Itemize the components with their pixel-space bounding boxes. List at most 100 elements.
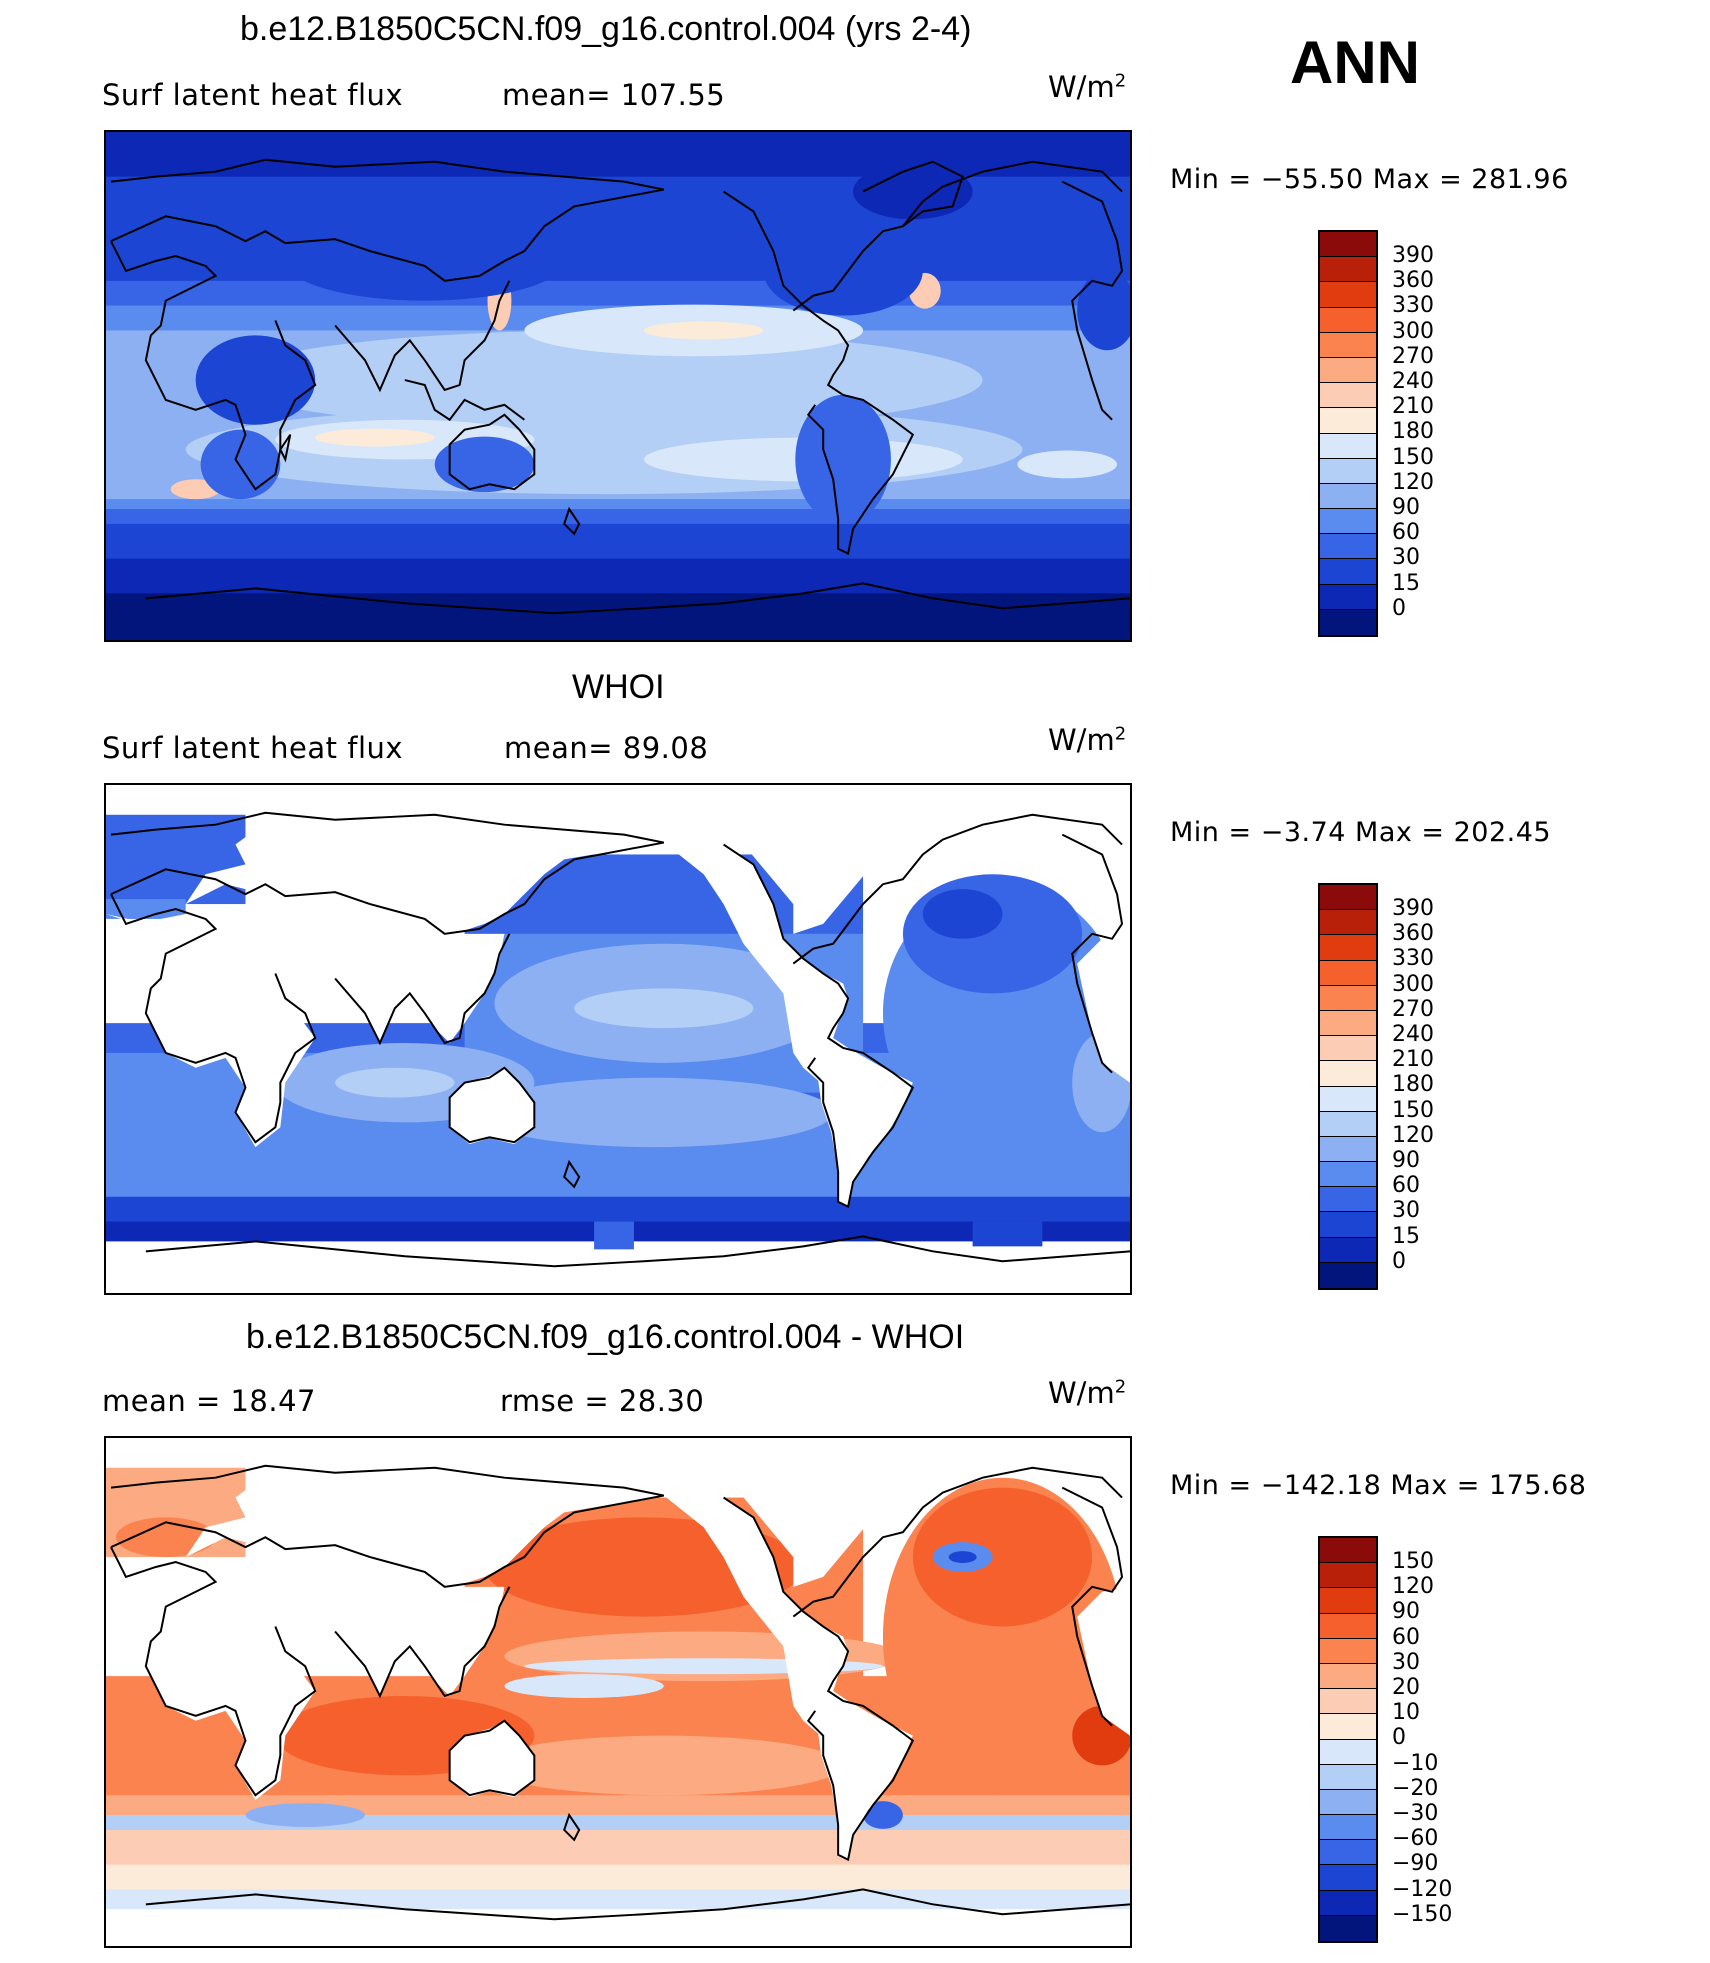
colorbar-tick-label: 10 — [1392, 1700, 1420, 1726]
colorbar-tick-label: 0 — [1392, 595, 1406, 621]
panel1-colorbar-swatch — [1320, 534, 1376, 560]
panel1-colorbar-swatch — [1320, 232, 1376, 258]
colorbar-tick-label: 210 — [1392, 394, 1434, 420]
colorbar-tick-label: 150 — [1392, 1549, 1434, 1574]
colorbar-tick-label: 0 — [1392, 1248, 1406, 1274]
panel2-coastlines — [110, 811, 1130, 1268]
colorbar-tick-label: 240 — [1392, 1022, 1434, 1048]
colorbar-tick-label: 360 — [1392, 921, 1434, 947]
colorbar-tick-label: 15 — [1392, 570, 1420, 596]
panel2-colorbar-swatch — [1320, 960, 1376, 986]
panel2-colorbar-swatch — [1320, 1237, 1376, 1263]
panel2-colorbar-swatch — [1320, 1262, 1376, 1288]
colorbar-tick-label: 120 — [1392, 469, 1434, 495]
colorbar-tick-label: 180 — [1392, 1072, 1434, 1098]
panel1-colorbar-swatch — [1320, 307, 1376, 333]
colorbar-tick-label: 20 — [1392, 1675, 1420, 1701]
panel3-colorbar-swatch — [1320, 1890, 1376, 1916]
panel1-minmax: Min = −55.50 Max = 281.96 — [1170, 164, 1569, 195]
colorbar-tick-label: 180 — [1392, 419, 1434, 445]
colorbar-tick-label: 30 — [1392, 1649, 1420, 1675]
panel2-colorbar-swatch — [1320, 1111, 1376, 1137]
panel3-colorbar-swatch — [1320, 1588, 1376, 1614]
panel3-colorbar-swatch — [1320, 1613, 1376, 1639]
panel2-map — [104, 783, 1132, 1295]
colorbar-tick-label: 300 — [1392, 971, 1434, 997]
panel2-colorbar-swatch — [1320, 1061, 1376, 1087]
panel3-colorbar-swatch — [1320, 1739, 1376, 1765]
panel1-colorbar — [1318, 230, 1378, 637]
colorbar-tick-label: 390 — [1392, 896, 1434, 921]
panel1-colorbar-swatch — [1320, 433, 1376, 459]
panel1-map — [104, 130, 1132, 642]
panel1-field — [106, 132, 1130, 640]
panel1-colorbar-swatch — [1320, 559, 1376, 585]
panel2-colorbar-swatch — [1320, 910, 1376, 936]
colorbar-tick-label: 150 — [1392, 444, 1434, 470]
panel3-colorbar-swatch — [1320, 1865, 1376, 1891]
panel1-colorbar-swatch — [1320, 609, 1376, 635]
panel1-colorbar-swatch — [1320, 257, 1376, 283]
panel2-colorbar-swatch — [1320, 1162, 1376, 1188]
panel2-colorbar-swatch — [1320, 985, 1376, 1011]
panel3-colorbar-swatch — [1320, 1840, 1376, 1866]
panel2-colorbar-swatch — [1320, 1010, 1376, 1037]
panel3-colorbar-swatch — [1320, 1638, 1376, 1664]
panel2-mean-label: mean= 89.08 — [504, 731, 709, 765]
panel2-colorbar-swatch — [1320, 885, 1376, 911]
panel2-title: WHOI — [572, 668, 665, 706]
colorbar-tick-label: 360 — [1392, 268, 1434, 294]
panel3-colorbar-swatch — [1320, 1915, 1376, 1941]
panel3-colorbar-swatch — [1320, 1538, 1376, 1564]
panel1-colorbar-swatch — [1320, 332, 1376, 358]
panel3-colorbar-swatch — [1320, 1714, 1376, 1740]
colorbar-tick-label: 90 — [1392, 495, 1420, 521]
colorbar-tick-label: 60 — [1392, 1624, 1420, 1650]
panel3-colorbar-swatch — [1320, 1689, 1376, 1715]
colorbar-tick-label: 90 — [1392, 1148, 1420, 1174]
colorbar-tick-label: 330 — [1392, 946, 1434, 972]
colorbar-tick-label: 240 — [1392, 369, 1434, 395]
panel2-colorbar-swatch — [1320, 1212, 1376, 1238]
panel3-map — [104, 1436, 1132, 1948]
panel2-map-svg — [106, 785, 1130, 1293]
panel1-mean-label: mean= 107.55 — [502, 78, 726, 112]
panel3-colorbar-labels: 150 120 90 60 30 20 10 0 −10 −20 −30 −60… — [1392, 1549, 1452, 1927]
panel1-units: W/m2 — [1048, 70, 1127, 104]
colorbar-tick-label: 210 — [1392, 1047, 1434, 1073]
panel1-variable-label: Surf latent heat flux — [102, 78, 404, 112]
panel1-title: b.e12.B1850C5CN.f09_g16.control.004 (yrs… — [240, 10, 972, 48]
colorbar-tick-label: 0 — [1392, 1725, 1406, 1751]
colorbar-tick-label: 150 — [1392, 1097, 1434, 1123]
colorbar-tick-label: −120 — [1392, 1876, 1453, 1902]
panel2-minmax: Min = −3.74 Max = 202.45 — [1170, 817, 1552, 848]
colorbar-tick-label: −10 — [1392, 1750, 1439, 1776]
colorbar-tick-label: 270 — [1392, 996, 1434, 1022]
colorbar-tick-label: −90 — [1392, 1851, 1439, 1877]
colorbar-tick-label: −20 — [1392, 1775, 1439, 1801]
panel3-colorbar-swatch — [1320, 1663, 1376, 1690]
panel2-colorbar-labels: 390 360 330 300 270 240 210 180 150 120 … — [1392, 896, 1434, 1274]
panel2-colorbar — [1318, 883, 1378, 1290]
panel1-map-svg — [106, 132, 1130, 640]
colorbar-tick-label: 60 — [1392, 1173, 1420, 1199]
panel3-colorbar — [1318, 1536, 1378, 1943]
panel2-colorbar-swatch — [1320, 1036, 1376, 1062]
panel2-units: W/m2 — [1048, 723, 1127, 757]
colorbar-tick-label: 120 — [1392, 1122, 1434, 1148]
colorbar-tick-label: 60 — [1392, 520, 1420, 546]
panel3-minmax: Min = −142.18 Max = 175.68 — [1170, 1470, 1587, 1501]
panel3-map-svg — [106, 1438, 1130, 1946]
panel3-coastlines — [110, 1464, 1130, 1921]
panel3-colorbar-swatch — [1320, 1764, 1376, 1790]
panel1-colorbar-labels: 390 360 330 300 270 240 210 180 150 120 … — [1392, 243, 1434, 621]
panel1-colorbar-swatch — [1320, 458, 1376, 484]
panel1-colorbar-swatch — [1320, 282, 1376, 308]
panel1-colorbar-swatch — [1320, 584, 1376, 610]
panel1-coastlines — [110, 158, 1130, 615]
colorbar-tick-label: 300 — [1392, 318, 1434, 344]
colorbar-tick-label: −30 — [1392, 1801, 1439, 1827]
panel3-title: b.e12.B1850C5CN.f09_g16.control.004 - WH… — [246, 1318, 965, 1356]
colorbar-tick-label: 270 — [1392, 343, 1434, 369]
season-label: ANN — [1290, 29, 1420, 96]
